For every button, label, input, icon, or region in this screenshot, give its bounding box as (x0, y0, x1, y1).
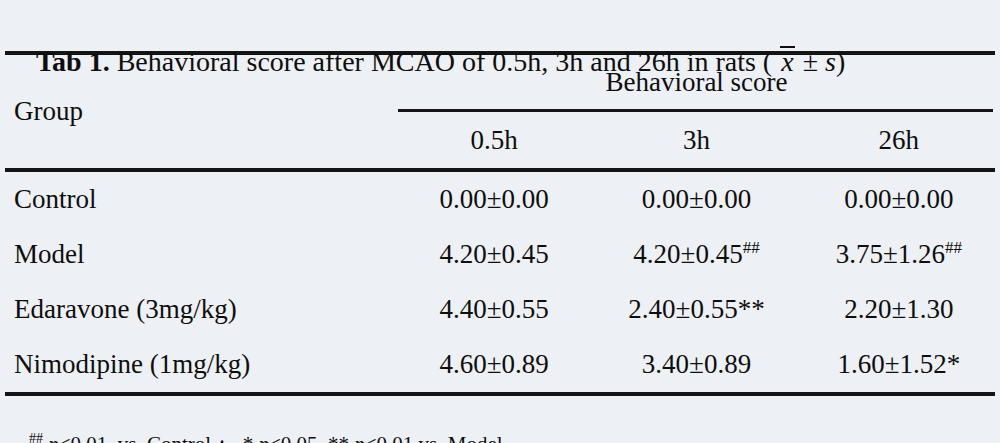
table-body: Control 0.00±0.00 0.00±0.00 0.00±0.00 Mo… (0, 172, 1000, 392)
cell-text: 1.60±1.52* (837, 349, 960, 379)
cell-text: 4.20±0.45 (440, 239, 549, 269)
row-group-label: Model (0, 239, 393, 270)
paper-table-figure: Tab 1. Behavioral score after MCAO of 0.… (0, 0, 1000, 443)
cell-value: 4.20±0.45## (595, 239, 797, 270)
p-symbol: p (354, 432, 365, 443)
cell-value: 3.75±1.26## (798, 239, 1000, 270)
cell-value: 2.40±0.55** (595, 294, 797, 325)
footnote-segment: <0.01, vs. Control； * (59, 432, 259, 443)
cell-value: 4.20±0.45 (393, 239, 595, 270)
col-header-26h: 26h (798, 125, 1000, 156)
cell-text: 3.75±1.26 (836, 239, 945, 269)
spanner-header: Behavioral score (393, 55, 1000, 109)
cell-value: 4.40±0.55 (393, 294, 595, 325)
table-row-control: Control 0.00±0.00 0.00±0.00 0.00±0.00 (0, 172, 1000, 227)
cell-value: 0.00±0.00 (595, 184, 797, 215)
footnote-hash-marker: ## (29, 431, 43, 443)
behavioral-score-span: Behavioral score 0.5h 3h 26h (393, 55, 1000, 168)
cell-superscript: ## (743, 238, 760, 257)
cell-value: 2.20±1.30 (798, 294, 1000, 325)
cell-text: 2.40±0.55** (628, 294, 764, 324)
cell-value: 3.40±0.89 (595, 349, 797, 380)
col-header-3h: 3h (595, 125, 797, 156)
footnote-segment: <0.05, ** (269, 432, 354, 443)
subcolumn-headers: 0.5h 3h 26h (393, 112, 1000, 168)
cell-text: 4.60±0.89 (440, 349, 549, 379)
footnote: ## p<0.01, vs. Control； * p<0.05, ** p<0… (0, 396, 1000, 443)
cell-value: 4.60±0.89 (393, 349, 595, 380)
row-group-label: Nimodipine (1mg/kg) (0, 349, 393, 380)
table-header: Group Behavioral score 0.5h 3h 26h (0, 55, 1000, 168)
cell-text: 3.40±0.89 (642, 349, 751, 379)
cell-text: 0.00±0.00 (844, 184, 953, 214)
cell-value: 0.00±0.00 (798, 184, 1000, 215)
cell-text: 4.20±0.45 (633, 239, 742, 269)
row-group-label: Control (0, 184, 393, 215)
table-title: Tab 1. Behavioral score after MCAO of 0.… (0, 0, 1000, 51)
cell-text: 2.20±1.30 (844, 294, 953, 324)
cell-value: 0.00±0.00 (393, 184, 595, 215)
row-group-label: Edaravone (3mg/kg) (0, 294, 393, 325)
cell-text: 0.00±0.00 (440, 184, 549, 214)
table-row-nimodipine: Nimodipine (1mg/kg) 4.60±0.89 3.40±0.89 … (0, 337, 1000, 392)
col-header-05h: 0.5h (393, 125, 595, 156)
cell-text: 0.00±0.00 (642, 184, 751, 214)
cell-superscript: ## (945, 238, 962, 257)
table-row-model: Model 4.20±0.45 4.20±0.45## 3.75±1.26## (0, 227, 1000, 282)
footnote-segment: <0.01 vs. Model (365, 432, 503, 443)
group-header: Group (0, 55, 393, 168)
p-symbol: p (48, 432, 59, 443)
cell-text: 4.40±0.55 (440, 294, 549, 324)
xbar-symbol: x (779, 45, 795, 79)
p-symbol: p (258, 432, 269, 443)
table-row-edaravone: Edaravone (3mg/kg) 4.40±0.55 2.40±0.55**… (0, 282, 1000, 337)
cell-value: 1.60±1.52* (798, 349, 1000, 380)
